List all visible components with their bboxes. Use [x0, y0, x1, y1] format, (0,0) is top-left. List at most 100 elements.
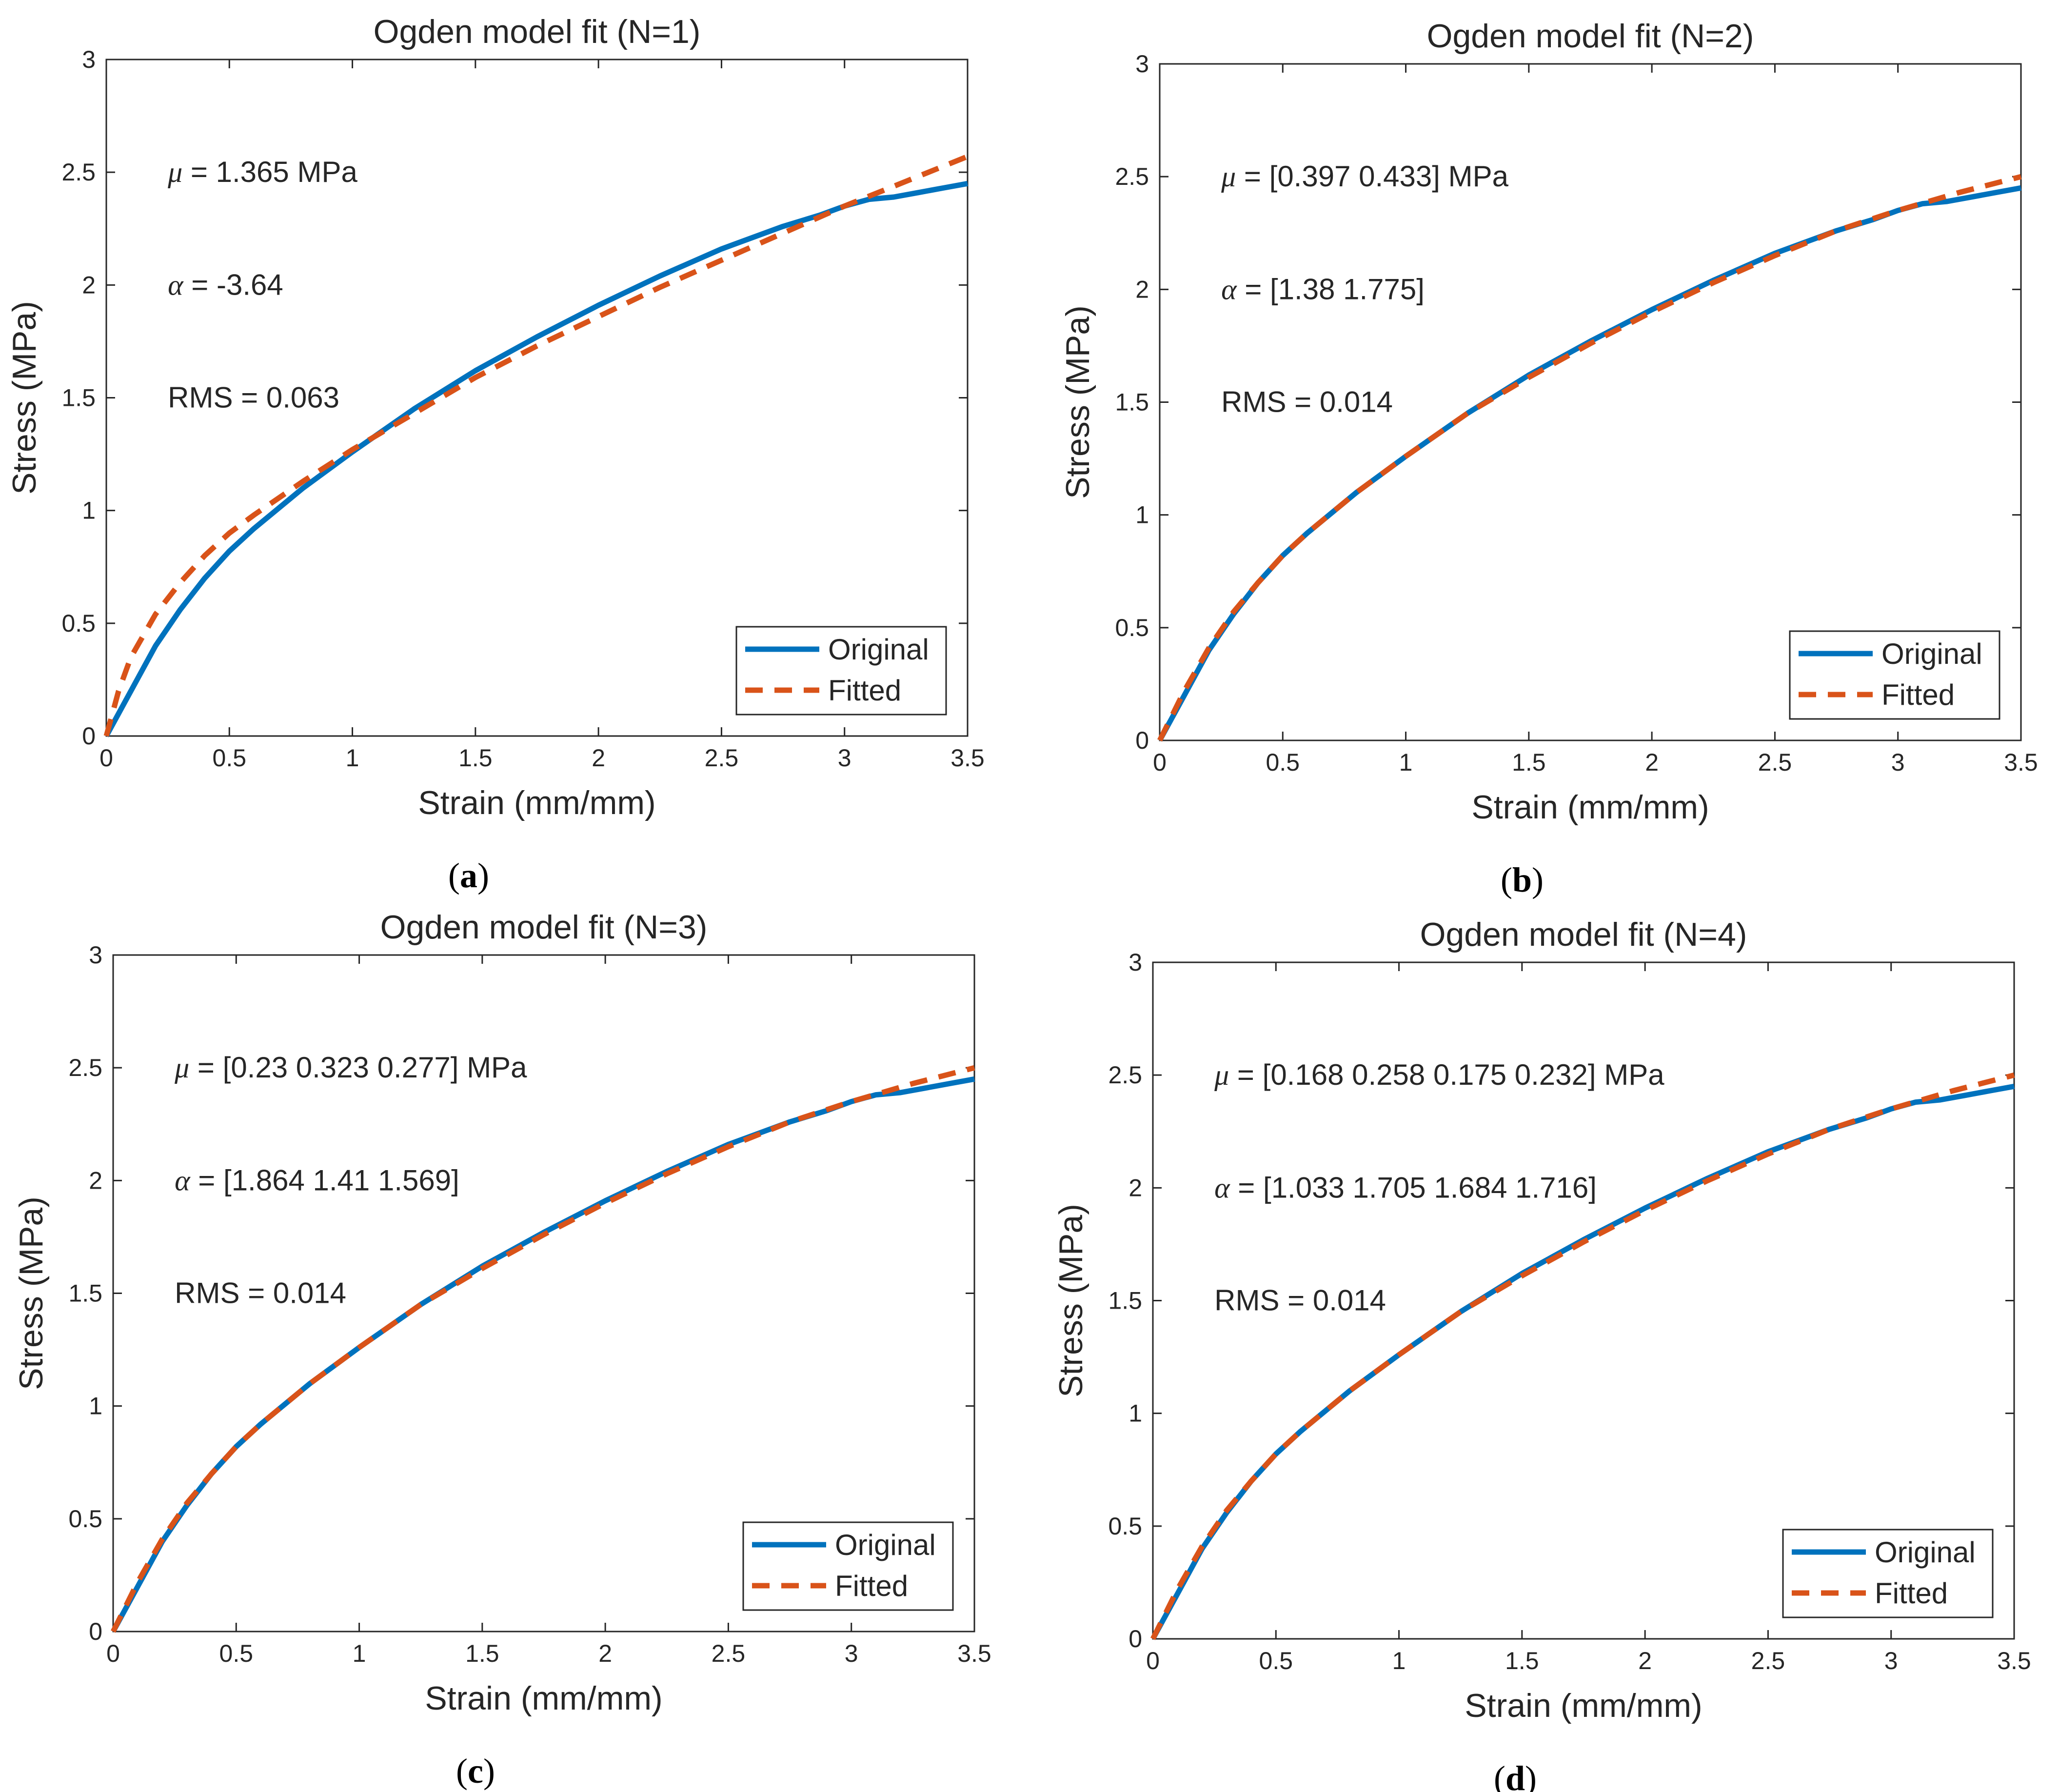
- y-tick-label: 0.5: [68, 1505, 102, 1533]
- panel-caption: (c): [456, 1752, 495, 1791]
- annotation-value: RMS = 0.014: [175, 1277, 346, 1310]
- x-tick-label: 0.5: [219, 1640, 254, 1667]
- chart-title: Ogden model fit (N=3): [380, 909, 708, 946]
- x-tick-label: 1: [346, 744, 359, 772]
- panel-caption: (d): [1494, 1759, 1537, 1792]
- legend-label-fitted: Fitted: [835, 1570, 908, 1602]
- annotation-text: μ = [0.397 0.433] MPa: [1221, 160, 1508, 193]
- annotation-text: μ = [0.168 0.258 0.175 0.232] MPa: [1214, 1058, 1664, 1091]
- x-tick-label: 0.5: [213, 744, 247, 772]
- series-line-fitted: [1157, 174, 2022, 742]
- annotation-symbol: μ: [1221, 160, 1236, 193]
- x-tick-label: 1.5: [458, 744, 493, 772]
- x-axis-label: Strain (mm/mm): [418, 784, 655, 821]
- legend-label-fitted: Fitted: [1881, 678, 1955, 711]
- annotation-value: RMS = 0.063: [168, 381, 339, 414]
- x-axis-label: Strain (mm/mm): [1465, 1687, 1702, 1724]
- y-tick-label: 0: [1128, 1625, 1142, 1653]
- annotation-text: α = [1.864 1.41 1.569]: [175, 1164, 459, 1196]
- y-tick-label: 0.5: [1108, 1513, 1142, 1540]
- annotation-symbol: α: [168, 269, 184, 301]
- x-tick-label: 2: [1638, 1647, 1652, 1674]
- annotation-text: RMS = 0.014: [175, 1277, 346, 1310]
- x-tick-label: 3.5: [2004, 749, 2038, 776]
- y-axis-label: Stress (MPa): [6, 301, 43, 495]
- plot-area: [105, 59, 969, 737]
- legend-box: [1789, 630, 2000, 720]
- y-tick-label: 1: [82, 497, 96, 524]
- annotation-symbol: μ: [1214, 1059, 1229, 1091]
- legend-box: [742, 1521, 954, 1611]
- panel-d: 0 0.5 1 1.5 2 2.5 3 3.5 0 0.5 1 1.5 2 2.5 3 Ogden model…: [1052, 916, 2031, 1792]
- y-tick-label: 1: [1135, 501, 1149, 529]
- x-tick-label: 3: [1884, 1647, 1898, 1674]
- legend-box: [1782, 1529, 1994, 1618]
- annotation-value: RMS = 0.014: [1221, 386, 1393, 418]
- y-tick-label: 3: [1128, 949, 1142, 976]
- annotation-value: = [0.23 0.323 0.277] MPa: [189, 1051, 527, 1084]
- chart-title: Ogden model fit (N=4): [1420, 916, 1747, 953]
- legend-label-fitted: Fitted: [828, 674, 901, 707]
- panel-caption: (a): [448, 856, 489, 895]
- plot-area: [112, 954, 975, 1633]
- y-axis-label: Stress (MPa): [1059, 305, 1096, 499]
- y-tick-label: 2: [82, 271, 96, 299]
- caption-letter: a: [460, 856, 477, 895]
- y-tick-label: 0: [82, 722, 96, 750]
- y-tick-label: 2: [89, 1167, 102, 1194]
- series-line-fitted: [103, 154, 969, 737]
- x-tick-label: 2: [1645, 749, 1659, 776]
- y-tick-label: 0: [89, 1618, 102, 1645]
- x-tick-label: 2.5: [1758, 749, 1792, 776]
- plot-area: [1152, 961, 2015, 1640]
- caption-open-paren: (: [448, 856, 460, 895]
- annotation-value: = [0.397 0.433] MPa: [1236, 160, 1508, 193]
- y-axis-label: Stress (MPa): [13, 1196, 50, 1390]
- caption-letter: b: [1512, 860, 1532, 899]
- caption-letter: c: [468, 1752, 483, 1791]
- caption-open-paren: (: [1501, 860, 1512, 899]
- y-tick-label: 3: [89, 941, 102, 969]
- y-tick-label: 1.5: [68, 1280, 102, 1307]
- y-tick-label: 2.5: [1108, 1061, 1142, 1089]
- annotation-value: = 1.365 MPa: [182, 156, 357, 188]
- x-tick-label: 2.5: [705, 744, 739, 772]
- caption-close-paren: ): [1532, 860, 1544, 899]
- y-tick-label: 2: [1135, 276, 1149, 303]
- caption-open-paren: (: [1494, 1759, 1505, 1792]
- x-tick-label: 0: [106, 1640, 120, 1667]
- x-tick-label: 0.5: [1259, 1647, 1293, 1674]
- y-tick-label: 2.5: [61, 159, 96, 186]
- x-tick-label: 2: [598, 1640, 612, 1667]
- y-tick-label: 1.5: [1115, 389, 1149, 416]
- annotation-text: RMS = 0.063: [168, 381, 339, 414]
- x-tick-label: 3: [838, 744, 851, 772]
- y-tick-label: 3: [82, 46, 96, 73]
- y-tick-label: 1.5: [61, 384, 96, 412]
- legend: Original Fitted: [1782, 1529, 1994, 1618]
- annotation-symbol: μ: [174, 1052, 189, 1084]
- legend-label-original: Original: [1881, 637, 1982, 670]
- series-line-original: [104, 180, 968, 737]
- y-tick-label: 3: [1135, 50, 1149, 78]
- x-tick-label: 3.5: [957, 1640, 991, 1667]
- x-tick-label: 0: [1153, 749, 1167, 776]
- caption-letter: d: [1505, 1759, 1525, 1792]
- caption-open-paren: (: [456, 1752, 468, 1791]
- legend-label-fitted: Fitted: [1875, 1577, 1948, 1610]
- x-tick-label: 0.5: [1266, 749, 1300, 776]
- x-tick-label: 3.5: [1997, 1647, 2031, 1674]
- x-tick-label: 2.5: [712, 1640, 746, 1667]
- annotation-text: μ = [0.23 0.323 0.277] MPa: [174, 1051, 527, 1084]
- series-line-fitted: [1150, 1072, 2015, 1640]
- x-axis-label: Strain (mm/mm): [1471, 789, 1709, 826]
- x-tick-label: 3: [845, 1640, 858, 1667]
- y-tick-label: 2: [1128, 1174, 1142, 1201]
- y-tick-label: 0.5: [61, 610, 96, 637]
- annotation-value: = [1.38 1.775]: [1237, 273, 1425, 305]
- series-line-fitted: [111, 1065, 975, 1633]
- annotation-symbol: α: [1221, 273, 1237, 305]
- plot-area: [1159, 63, 2022, 741]
- x-tick-label: 1: [1399, 749, 1413, 776]
